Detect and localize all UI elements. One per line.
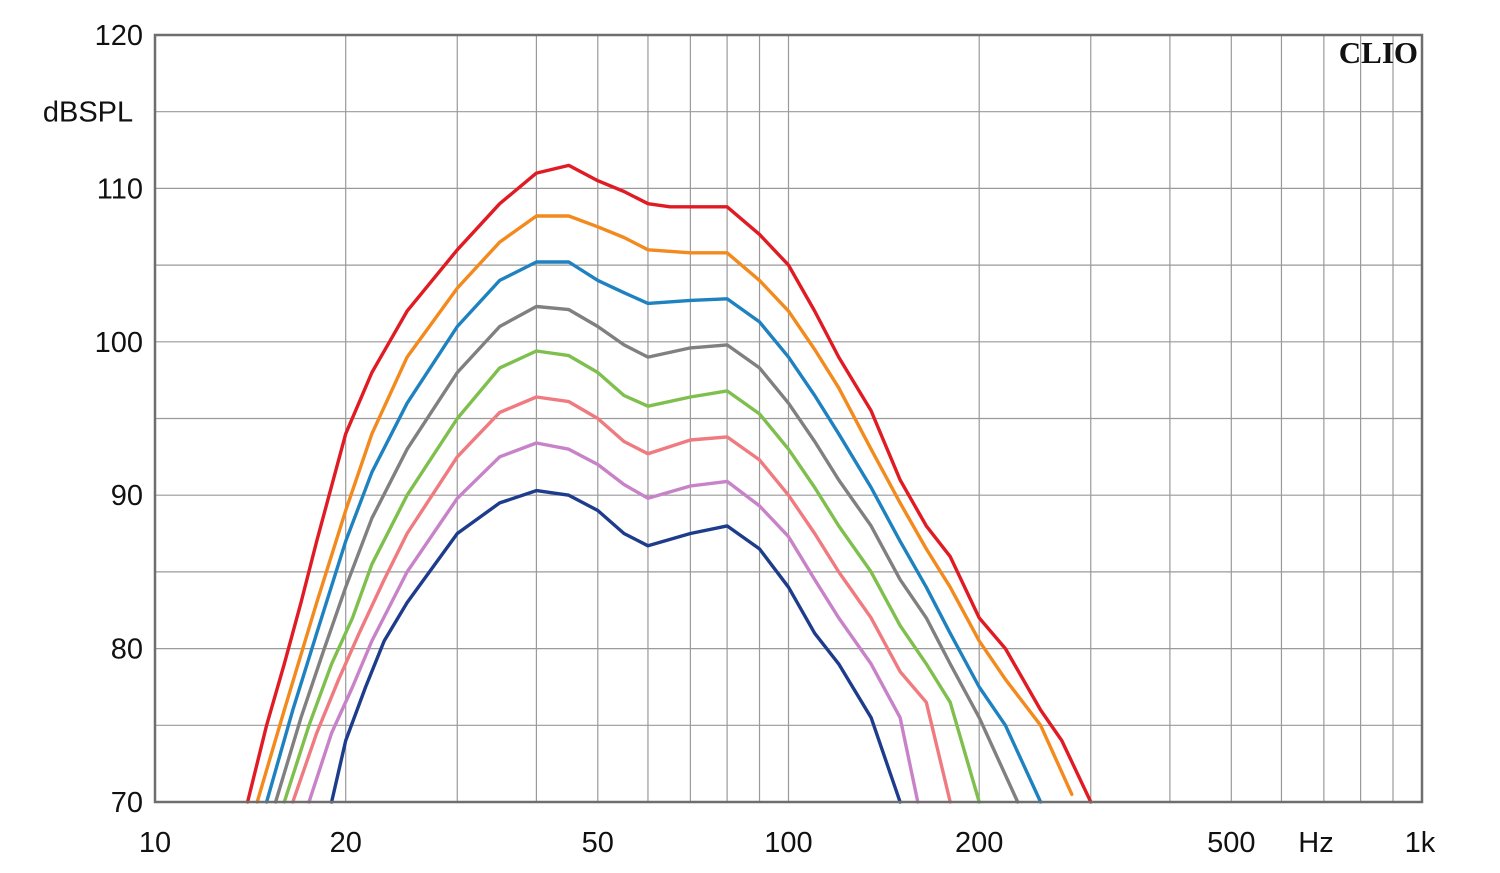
chart-grid xyxy=(155,35,1422,802)
series-line-4 xyxy=(273,304,1020,804)
x-tick-label: 1k xyxy=(1405,827,1436,859)
series-line-3 xyxy=(264,260,1043,804)
x-tick-label: 200 xyxy=(955,827,1003,859)
x-tick-label: 50 xyxy=(582,827,614,859)
y-tick-label: 100 xyxy=(95,327,143,359)
x-tick-label: 10 xyxy=(139,827,171,859)
series-line-1 xyxy=(245,163,1093,804)
series-line-8 xyxy=(329,488,902,804)
axis-labels: 70 80 90 100 110 120 10 20 50 100 200 500 1k xyxy=(95,20,1436,859)
y-tick-label: 110 xyxy=(97,173,143,205)
y-tick-label: 90 xyxy=(111,480,143,512)
series-line-5 xyxy=(282,349,981,804)
y-tick-label: 120 xyxy=(95,20,143,52)
series-line-2 xyxy=(255,214,1074,804)
x-tick-label: 100 xyxy=(764,827,812,859)
x-tick-label: 500 xyxy=(1207,827,1255,859)
y-tick-label: 70 xyxy=(111,787,143,819)
series-layer xyxy=(245,163,1093,804)
x-tick-label: 20 xyxy=(330,827,362,859)
y-tick-label: 80 xyxy=(111,634,143,666)
y-axis-label: dBSPL xyxy=(43,97,133,129)
plot-frame xyxy=(153,33,1424,804)
x-axis-unit-label: Hz xyxy=(1298,827,1333,859)
series-line-6 xyxy=(291,395,952,804)
brand-label: CLIO xyxy=(1339,35,1418,70)
series-line-7 xyxy=(307,441,920,804)
